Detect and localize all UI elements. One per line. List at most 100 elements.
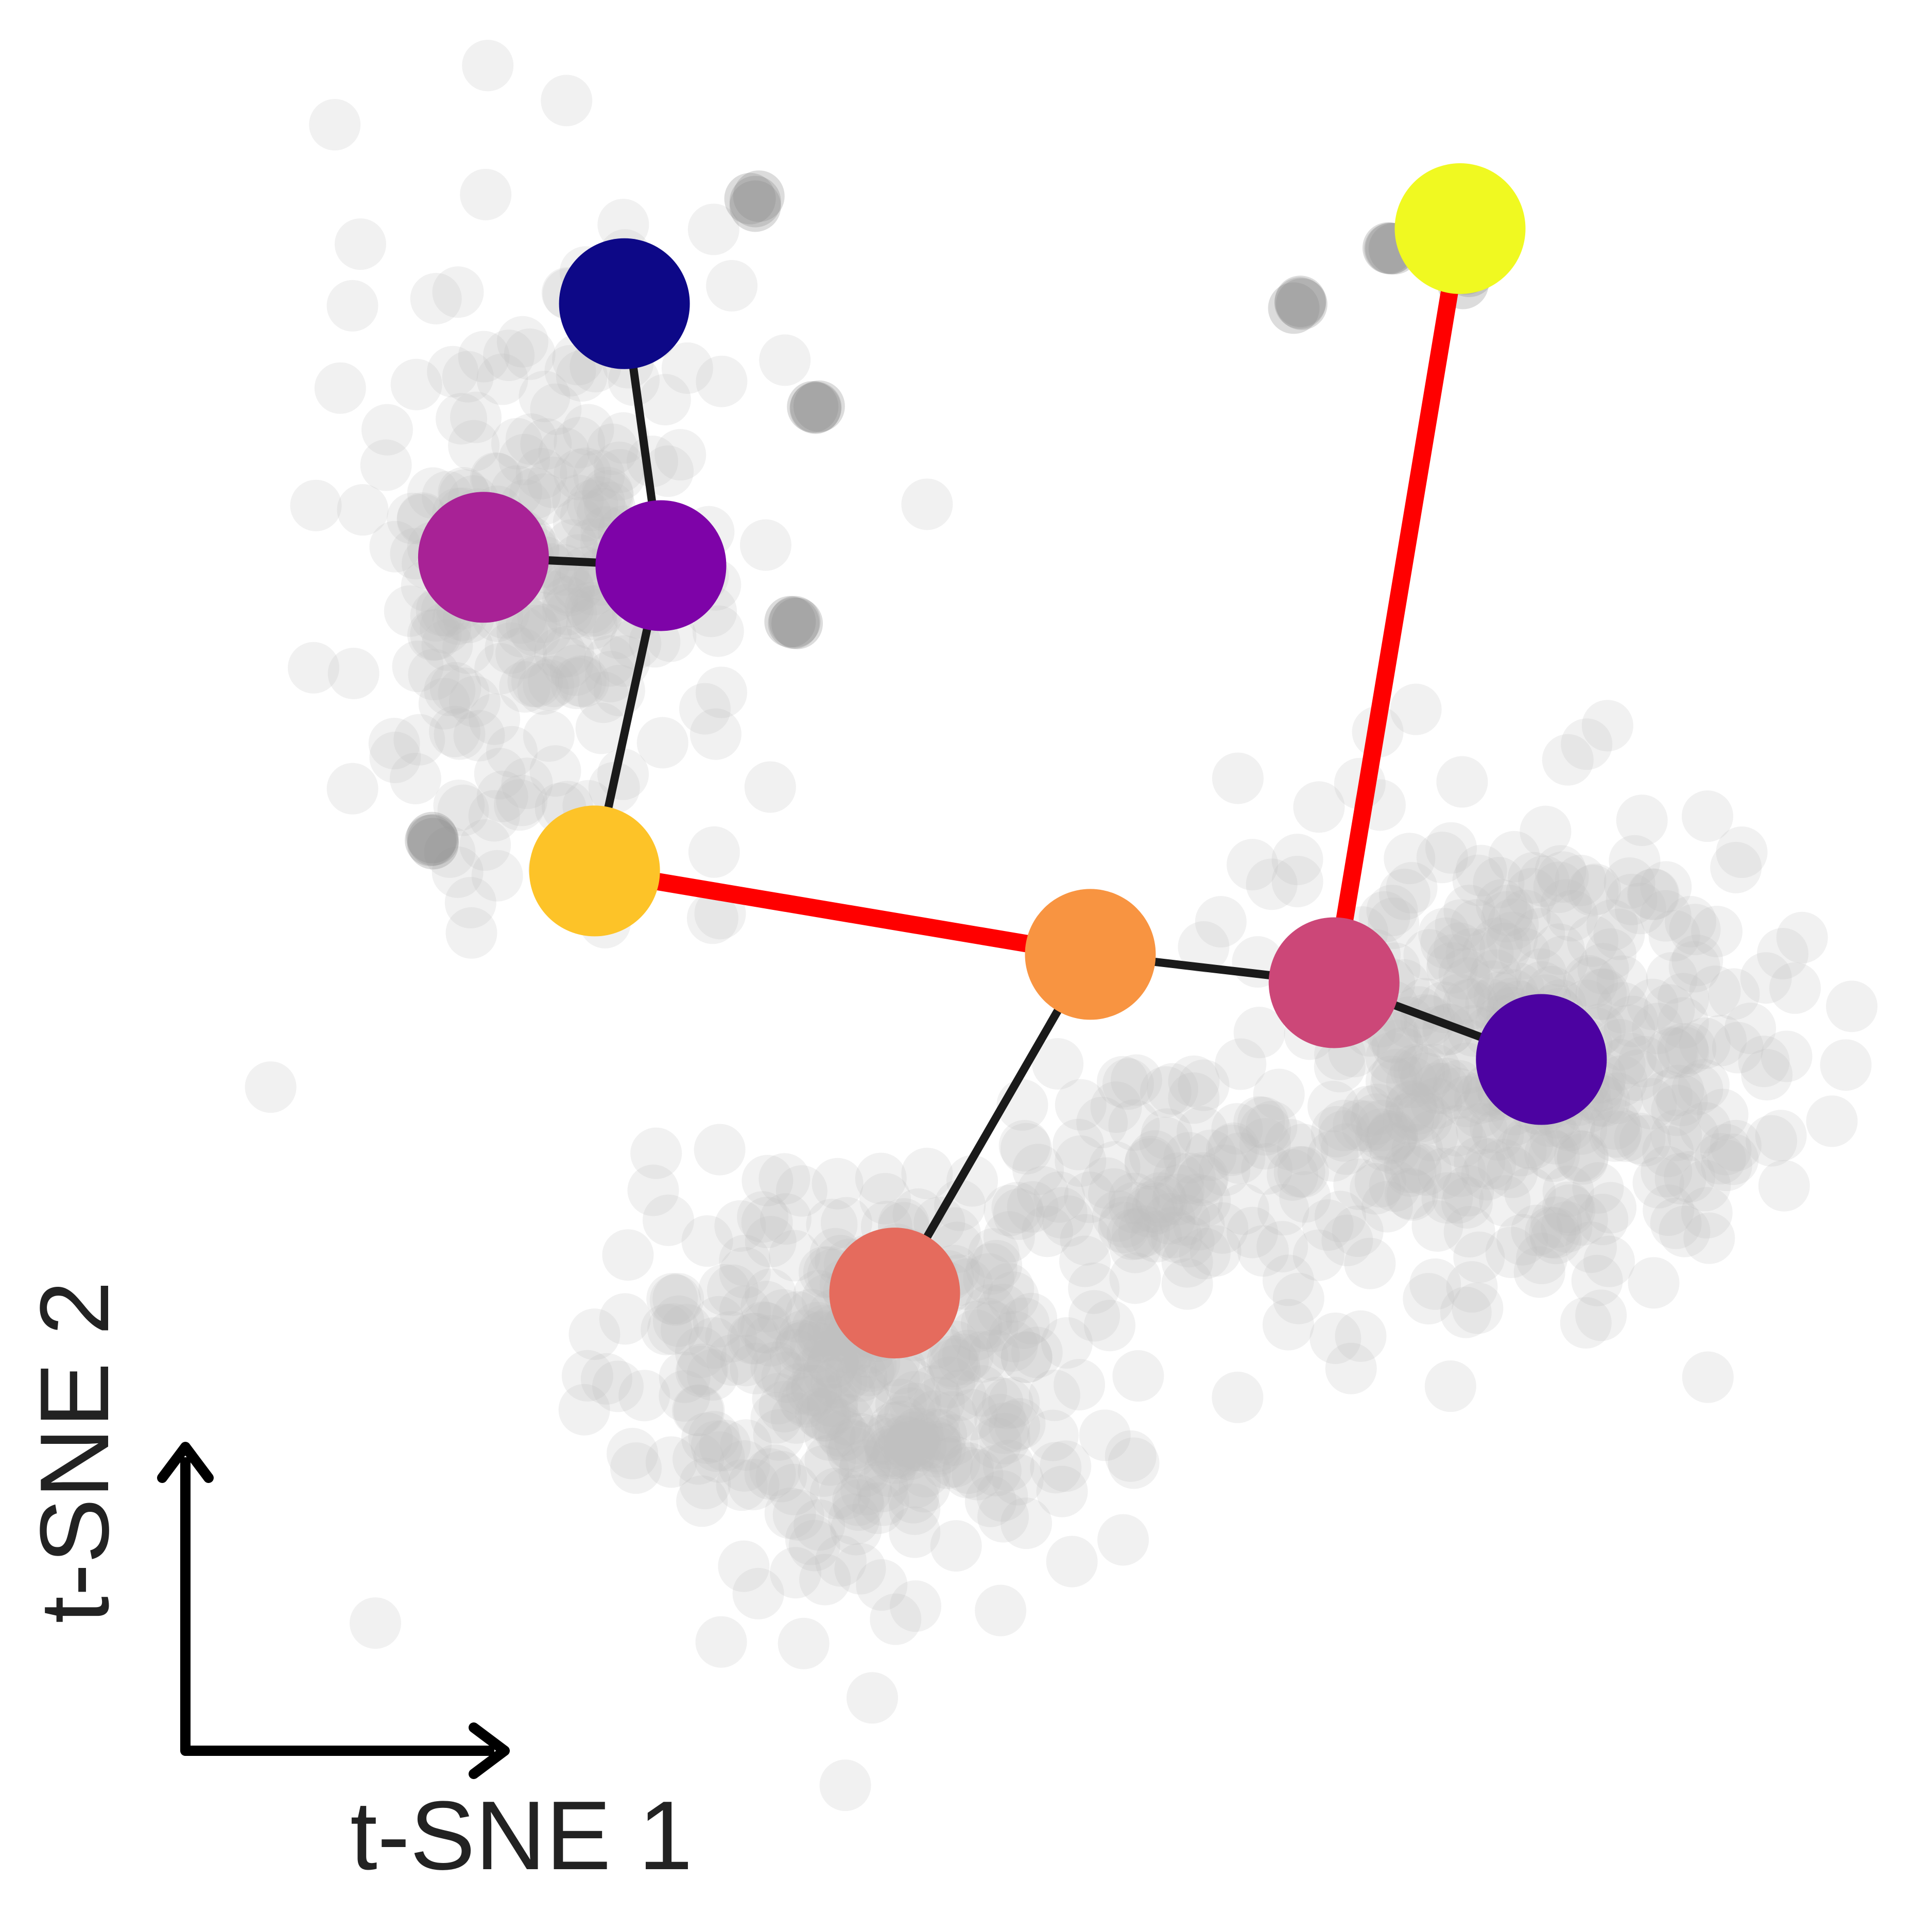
background-point — [968, 1228, 1020, 1280]
background-point — [1036, 1465, 1088, 1517]
background-point — [1575, 968, 1627, 1020]
background-point — [444, 876, 496, 928]
background-point — [660, 1304, 712, 1356]
background-point — [1399, 978, 1451, 1030]
background-point — [1395, 1091, 1447, 1143]
background-point — [560, 447, 612, 499]
background-point — [806, 1199, 858, 1251]
background-point — [1406, 1110, 1458, 1162]
background-point — [1456, 1102, 1508, 1154]
background-point — [453, 710, 505, 762]
background-point — [1746, 1115, 1798, 1167]
background-point — [1178, 1059, 1230, 1111]
background-point — [706, 260, 758, 312]
background-point — [1650, 1109, 1702, 1161]
background-point — [998, 1297, 1050, 1349]
background-point — [970, 1444, 1022, 1496]
background-point — [1606, 873, 1658, 925]
background-point — [1561, 718, 1613, 770]
background-point — [418, 678, 470, 730]
background-point — [496, 774, 548, 826]
background-point — [1059, 1235, 1111, 1287]
background-point — [812, 1158, 864, 1210]
background-point — [929, 1345, 981, 1397]
background-point — [1481, 891, 1533, 943]
background-point — [864, 1418, 916, 1470]
background-point — [978, 1402, 1030, 1454]
background-point — [899, 1445, 951, 1497]
background-point — [542, 583, 594, 635]
background-point — [483, 330, 535, 382]
background-point — [309, 99, 361, 151]
background-point — [1383, 1141, 1435, 1193]
background-point — [992, 1454, 1044, 1506]
background-point — [818, 1410, 870, 1462]
background-point — [654, 429, 706, 481]
background-point — [1716, 826, 1768, 878]
background-point — [991, 1182, 1043, 1234]
background-point — [1640, 861, 1692, 913]
background-point — [1679, 1160, 1731, 1212]
background-point — [1275, 278, 1327, 330]
background-point — [1628, 1257, 1680, 1309]
background-point — [1476, 879, 1528, 931]
background-point — [1400, 1144, 1452, 1196]
y-axis-arrowhead — [157, 1442, 214, 1483]
background-point — [885, 1417, 937, 1469]
background-point — [1227, 839, 1279, 891]
background-point — [838, 1445, 890, 1497]
background-point — [529, 745, 581, 797]
background-point — [1535, 845, 1587, 897]
background-point — [698, 1264, 750, 1316]
background-point — [460, 168, 512, 220]
background-point — [1325, 1342, 1377, 1394]
background-point — [1124, 1138, 1176, 1190]
background-point — [1076, 1096, 1128, 1148]
background-point — [1452, 854, 1504, 906]
background-point — [542, 637, 594, 689]
background-point — [770, 1329, 822, 1381]
background-point — [1356, 1099, 1408, 1151]
background-point — [1376, 1027, 1428, 1079]
background-point — [1712, 1022, 1764, 1074]
background-point — [1755, 1110, 1807, 1162]
background-point — [518, 473, 570, 525]
background-point — [1233, 1096, 1285, 1148]
background-point — [1030, 1442, 1082, 1494]
background-point — [1233, 1007, 1285, 1059]
background-point — [976, 1470, 1028, 1522]
background-point — [659, 1351, 711, 1403]
background-point — [542, 562, 594, 614]
background-point — [1616, 795, 1668, 847]
background-point — [429, 705, 481, 757]
background-point — [496, 606, 548, 658]
background-point — [1384, 1167, 1436, 1219]
x-axis-arrowhead — [469, 1722, 510, 1779]
background-point — [1609, 835, 1661, 887]
background-point — [1097, 1514, 1149, 1566]
background-point — [1438, 948, 1490, 1000]
background-point — [675, 1346, 727, 1398]
background-point — [1307, 1130, 1359, 1182]
background-point — [728, 1458, 780, 1510]
background-point — [471, 453, 523, 505]
background-point — [1537, 936, 1589, 988]
background-point — [607, 1427, 659, 1479]
background-point — [884, 1387, 936, 1439]
background-point — [1665, 895, 1717, 947]
background-point — [964, 1284, 1016, 1336]
background-point — [1274, 277, 1326, 329]
background-point — [1426, 942, 1478, 994]
background-point — [1541, 1201, 1593, 1253]
background-point — [780, 1376, 832, 1428]
background-point — [1302, 1199, 1354, 1251]
background-point — [369, 731, 421, 783]
background-point — [892, 1407, 944, 1459]
background-point — [1664, 1151, 1716, 1203]
background-point — [780, 1320, 832, 1372]
background-point — [290, 479, 342, 531]
background-point — [1432, 1172, 1484, 1224]
background-point — [772, 1291, 824, 1343]
background-point — [1435, 1116, 1487, 1168]
